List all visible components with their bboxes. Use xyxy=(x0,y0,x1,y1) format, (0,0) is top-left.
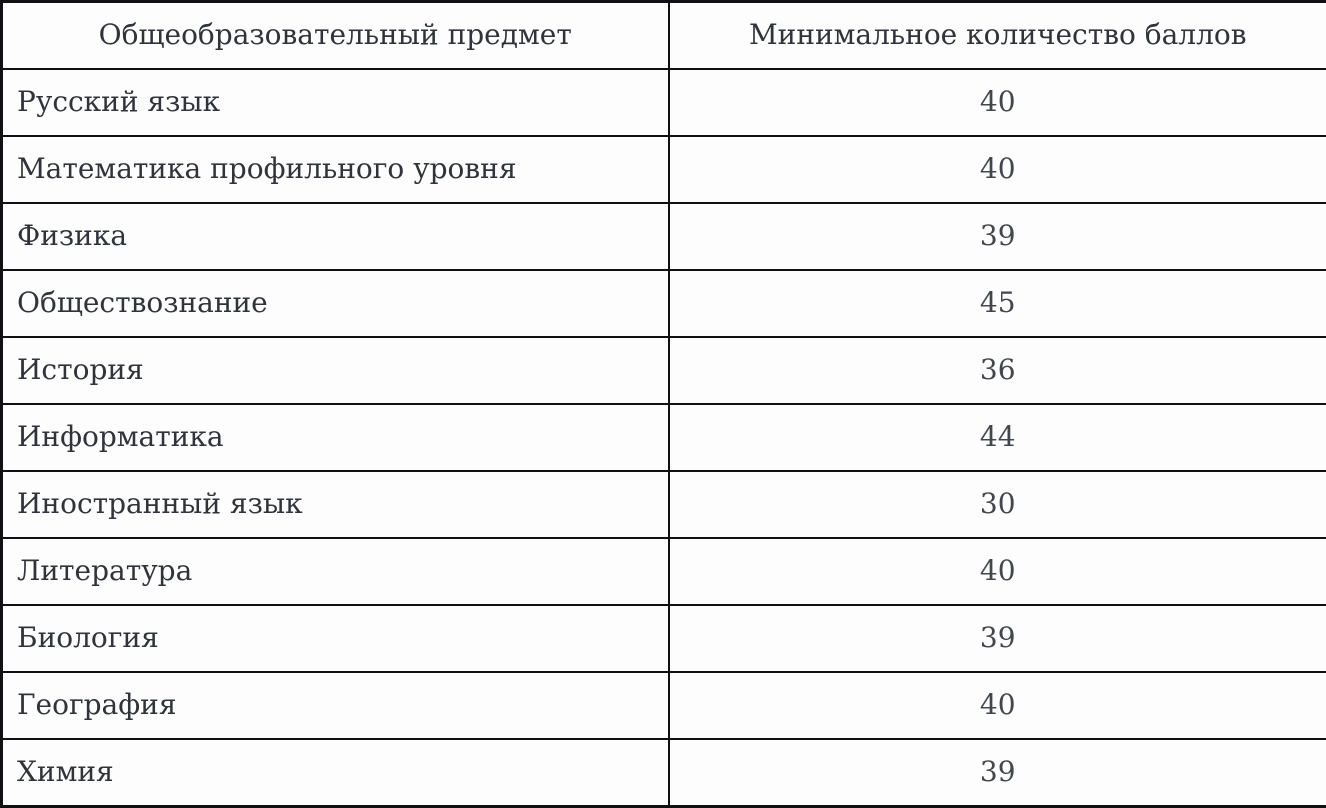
subject-cell: Химия xyxy=(0,738,670,808)
subject-cell: Математика профильного уровня xyxy=(0,135,670,204)
subject-cell: Обществознание xyxy=(0,269,670,338)
table-row: Математика профильного уровня 40 xyxy=(0,135,1326,204)
subject-cell: История xyxy=(0,336,670,405)
table-row: Физика 39 xyxy=(0,202,1326,271)
score-cell: 39 xyxy=(667,738,1326,808)
table-row: Русский язык 40 xyxy=(0,68,1326,137)
subject-cell: Иностранный язык xyxy=(0,470,670,539)
score-cell: 39 xyxy=(667,202,1326,271)
subject-cell: Русский язык xyxy=(0,68,670,137)
subject-cell: Физика xyxy=(0,202,670,271)
score-cell: 40 xyxy=(667,537,1326,606)
table-row: Биология 39 xyxy=(0,604,1326,673)
table-row: Иностранный язык 30 xyxy=(0,470,1326,539)
column-header-min-score: Минимальное количество баллов xyxy=(667,0,1326,70)
table-row: Обществознание 45 xyxy=(0,269,1326,338)
table-row: Химия 39 xyxy=(0,738,1326,808)
score-cell: 45 xyxy=(667,269,1326,338)
table-row: История 36 xyxy=(0,336,1326,405)
score-cell: 39 xyxy=(667,604,1326,673)
score-cell: 40 xyxy=(667,135,1326,204)
subject-cell: География xyxy=(0,671,670,740)
subject-cell: Информатика xyxy=(0,403,670,472)
score-cell: 40 xyxy=(667,671,1326,740)
score-cell: 44 xyxy=(667,403,1326,472)
subject-cell: Литература xyxy=(0,537,670,606)
table-row: Литература 40 xyxy=(0,537,1326,606)
score-cell: 36 xyxy=(667,336,1326,405)
column-header-subject: Общеобразовательный предмет xyxy=(0,0,670,70)
score-cell: 30 xyxy=(667,470,1326,539)
score-cell: 40 xyxy=(667,68,1326,137)
subject-cell: Биология xyxy=(0,604,670,673)
table-row: География 40 xyxy=(0,671,1326,740)
table-header-row: Общеобразовательный предмет Минимальное … xyxy=(0,0,1326,70)
table-row: Информатика 44 xyxy=(0,403,1326,472)
